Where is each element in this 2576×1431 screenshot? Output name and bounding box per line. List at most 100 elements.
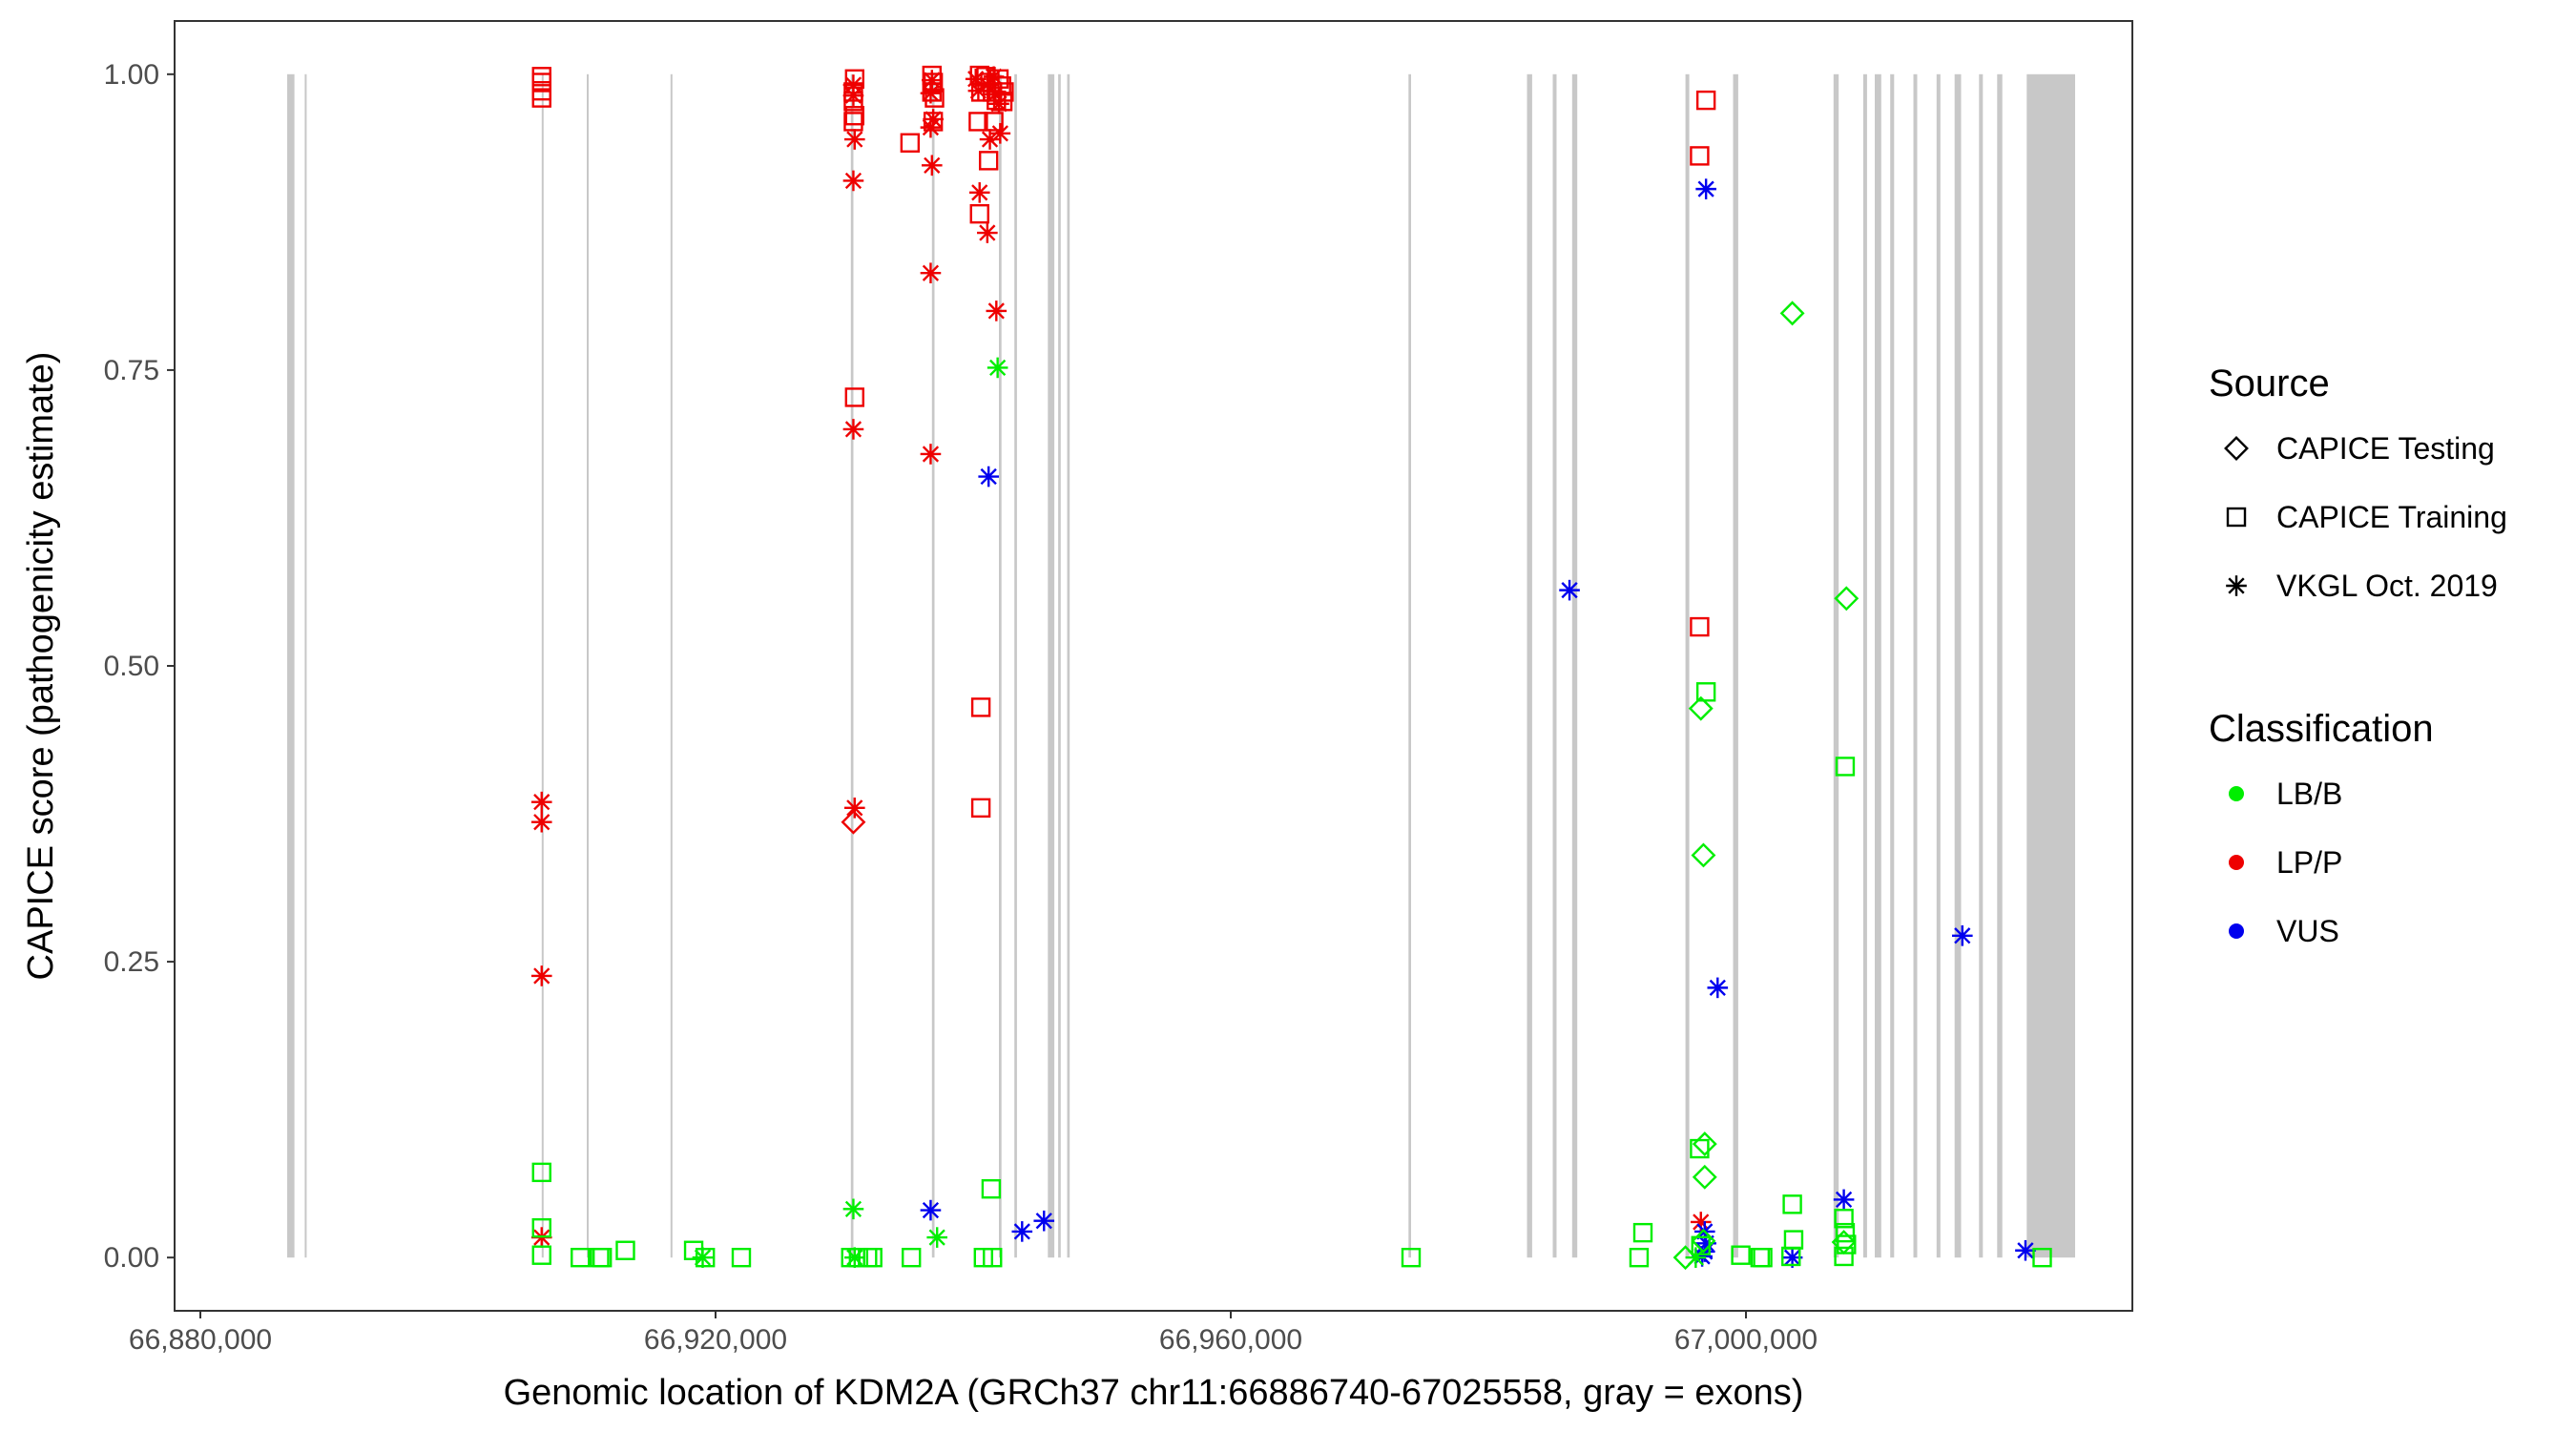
data-point: [1629, 1247, 1650, 1268]
exon-band: [999, 73, 1002, 1258]
data-point: [987, 357, 1008, 379]
legend-title-source: Source: [2209, 363, 2330, 404]
data-point: [531, 88, 551, 108]
legend-label-classification: LP/P: [2276, 845, 2342, 880]
data-point: [844, 387, 864, 407]
exon-band: [1875, 73, 1881, 1258]
data-point: [1753, 1247, 1773, 1268]
data-point: [986, 301, 1008, 321]
data-point: [920, 262, 942, 283]
exon-band: [304, 73, 307, 1258]
data-point: [920, 444, 942, 465]
data-point: [844, 798, 865, 819]
legend: Source Classification CAPICE Testing CAPI…: [2209, 363, 2507, 948]
data-point: [1707, 977, 1729, 999]
exon-band: [1997, 73, 2003, 1258]
data-point: [1779, 301, 1805, 326]
data-point: [1690, 146, 1710, 166]
x-tick-label: 67,000,000: [1674, 1324, 1818, 1356]
data-point: [1632, 1222, 1653, 1243]
exon-layer: [287, 73, 2075, 1258]
data-point: [592, 1247, 613, 1268]
data-point: [981, 1179, 1002, 1199]
data-point: [983, 1247, 1003, 1268]
data-point: [970, 798, 991, 819]
data-point: [969, 203, 989, 224]
data-point: [979, 129, 1001, 150]
exon-band: [1685, 73, 1690, 1258]
data-point: [530, 965, 552, 986]
data-point: [683, 1240, 704, 1260]
data-point: [2032, 1247, 2052, 1268]
data-point: [1691, 842, 1716, 868]
data-point: [530, 791, 552, 813]
y-tick-label: 0.75: [104, 355, 159, 386]
legend-label-source: VKGL Oct. 2019: [2276, 569, 2498, 603]
exon-band: [1058, 73, 1061, 1258]
data-point: [977, 222, 998, 243]
data-point: [531, 1217, 551, 1238]
data-point: [1559, 579, 1580, 601]
data-point: [1781, 1246, 1801, 1267]
data-point: [1834, 1209, 1854, 1229]
exon-band: [670, 73, 673, 1258]
data-point: [842, 170, 864, 192]
data-point: [731, 1247, 752, 1268]
exon-band: [541, 73, 544, 1258]
x-tick-label: 66,920,000: [644, 1324, 787, 1356]
data-point: [843, 112, 863, 132]
legend-title-classification: Classification: [2209, 708, 2434, 750]
data-point: [1952, 925, 1973, 946]
data-point: [968, 112, 988, 132]
legend-key-asterisk: [2226, 575, 2247, 596]
data-point: [1695, 90, 1716, 111]
legend-key-color: [2229, 786, 2244, 801]
data-point: [1691, 1228, 1716, 1254]
exon-band: [1571, 73, 1578, 1258]
data-point: [984, 112, 1004, 132]
data-point: [844, 129, 865, 150]
data-point: [983, 66, 1005, 88]
exon-band: [587, 73, 589, 1258]
data-point: [978, 466, 999, 487]
data-point: [1695, 682, 1716, 702]
exon-band: [1890, 73, 1895, 1258]
data-point: [920, 116, 942, 138]
data-point: [842, 419, 864, 440]
exon-band: [2026, 73, 2075, 1258]
data-point: [1033, 1210, 1055, 1232]
data-point: [530, 811, 552, 833]
exon-band: [1833, 73, 1839, 1258]
legend-label-classification: LB/B: [2276, 777, 2342, 811]
data-point: [1782, 1194, 1802, 1214]
legend-key-color: [2229, 923, 2244, 939]
data-point: [900, 133, 921, 153]
data-point: [844, 106, 864, 126]
data-point: [1835, 1222, 1856, 1243]
data-point: [571, 1247, 591, 1268]
exon-band: [1936, 73, 1941, 1258]
exon-band: [1979, 73, 1984, 1258]
data-point: [978, 151, 999, 171]
data-point: [1834, 1246, 1854, 1267]
data-point: [1833, 1189, 1855, 1211]
data-point: [1690, 1138, 1710, 1159]
legend-key-color: [2229, 855, 2244, 870]
legend-label-classification: VUS: [2276, 914, 2339, 948]
data-point: [920, 1199, 942, 1221]
data-point: [902, 1247, 922, 1268]
data-point: [1692, 1164, 1717, 1190]
legend-key-diamond: [2224, 436, 2249, 461]
data-point: [1835, 757, 1856, 777]
legend-label-source: CAPICE Training: [2276, 500, 2507, 534]
y-tick-label: 0.25: [104, 946, 159, 978]
exon-band: [1862, 73, 1867, 1258]
data-point: [1695, 178, 1716, 199]
exon-band: [1913, 73, 1918, 1258]
exon-band: [931, 73, 935, 1258]
data-point: [1690, 616, 1710, 637]
y-axis-title: CAPICE score (pathogenicity estimate): [21, 352, 61, 981]
data-point: [968, 182, 990, 203]
